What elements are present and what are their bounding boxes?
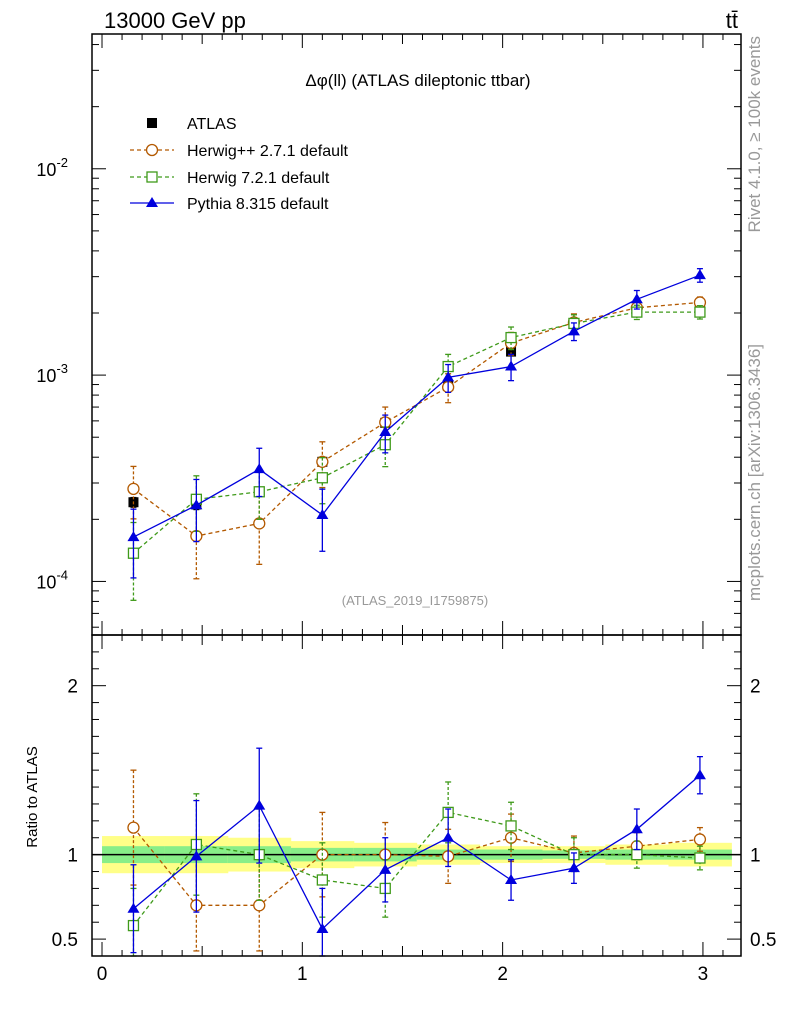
data-point-pythia-8-315-default <box>630 293 643 304</box>
plot-title: Δφ(ll) (ATLAS dileptonic ttbar) <box>305 71 530 90</box>
data-point-atlas <box>506 346 517 357</box>
xtick-label: 0 <box>97 964 108 985</box>
data-point-herwig-7-2-1-default <box>505 331 517 344</box>
side-label-top: Rivet 4.1.0, ≥ 100k events <box>745 36 764 232</box>
data-point-pythia-8-315-default <box>505 360 518 371</box>
analysis-label: (ATLAS_2019_I1759875) <box>342 593 488 608</box>
xtick-label: 3 <box>698 964 709 985</box>
ratio-point-herwig-2-7-1-default <box>253 899 266 912</box>
ratio-point-pythia-8-315-default <box>127 902 140 913</box>
ratio-ytick-label: 1 <box>67 846 78 867</box>
ratio-series <box>127 747 707 957</box>
legend-marker-herwigpp <box>145 143 159 157</box>
data-point-pythia-8-315-default <box>127 531 140 542</box>
ratio-point-pythia-8-315-default <box>567 862 580 873</box>
main-series <box>127 268 707 601</box>
legend-entry-atlas: ATLAS <box>147 116 237 133</box>
ratio-point-herwig-2-7-1-default <box>127 821 140 834</box>
legend-label-herwig7: Herwig 7.2.1 default <box>187 170 330 187</box>
header-left: 13000 GeV pp <box>104 8 246 33</box>
ratio-panel-frame <box>91 634 742 957</box>
ratio-ytick-label-right: 0.5 <box>750 930 776 951</box>
legend-marker-pythia <box>146 197 158 207</box>
ratio-point-herwig-7-2-1-default <box>316 874 329 886</box>
series-line-herwig-7-2-1-default <box>133 311 700 554</box>
data-point-pythia-8-315-default <box>442 371 455 382</box>
ratio-point-herwig-7-2-1-default <box>505 820 517 832</box>
ratio-point-pythia-8-315-default <box>190 850 203 861</box>
legend-label-herwigpp: Herwig++ 2.7.1 default <box>187 143 349 160</box>
data-point-herwig-2-7-1-default <box>316 455 329 468</box>
ratio-point-pythia-8-315-default <box>442 831 455 842</box>
ratio-point-pythia-8-315-default <box>253 799 266 810</box>
ratio-line-herwig-2-7-1-default <box>132 827 701 906</box>
ratio-ytick-label-right: 2 <box>750 677 761 698</box>
legend: ATLAS Herwig++ 2.7.1 default Herwig 7.2.… <box>130 116 349 213</box>
side-label-bottom: mcplots.cern.ch [arXiv:1306.3436] <box>745 344 764 601</box>
data-point-pythia-8-315-default <box>253 463 266 474</box>
ratio-point-herwig-2-7-1-default <box>693 833 707 846</box>
ratio-point-pythia-8-315-default <box>693 769 706 780</box>
legend-label-pythia: Pythia 8.315 default <box>187 196 329 213</box>
main-ytick-label: 10-2 <box>36 155 68 180</box>
ratio-ytick-label: 0.5 <box>52 930 78 951</box>
legend-marker-herwig7 <box>146 171 158 183</box>
legend-marker-atlas <box>147 118 157 128</box>
ratio-ytick-label-right: 1 <box>750 846 761 867</box>
data-point-pythia-8-315-default <box>379 425 392 436</box>
series-line-herwig-2-7-1-default <box>133 301 700 537</box>
legend-entry-pythia: Pythia 8.315 default <box>130 196 329 213</box>
legend-entry-herwigpp: Herwig++ 2.7.1 default <box>130 143 349 160</box>
xtick-label: 1 <box>297 964 308 985</box>
legend-entry-herwig7: Herwig 7.2.1 default <box>130 170 330 187</box>
ratio-ytick-label: 2 <box>67 677 78 698</box>
data-point-herwig-7-2-1-default <box>316 472 329 484</box>
xtick-label: 2 <box>497 964 508 985</box>
ratio-point-pythia-8-315-default <box>316 922 329 933</box>
data-point-pythia-8-315-default <box>567 325 580 336</box>
data-point-herwig-7-2-1-default <box>694 306 706 318</box>
main-ytick-label: 10-3 <box>36 361 68 386</box>
ratio-line-pythia-8-315-default <box>133 774 701 931</box>
ratio-point-herwig-7-2-1-default <box>694 852 706 864</box>
data-point-herwig-2-7-1-default <box>127 482 140 495</box>
ratio-point-pythia-8-315-default <box>379 863 392 874</box>
ratio-point-herwig-7-2-1-default <box>631 848 643 861</box>
ratio-point-pythia-8-315-default <box>505 873 518 884</box>
data-point-pythia-8-315-default <box>316 508 329 519</box>
header-right: tt̄ <box>726 8 738 33</box>
main-ytick-label: 10-4 <box>36 567 68 592</box>
data-point-pythia-8-315-default <box>190 499 203 510</box>
ratio-ylabel: Ratio to ATLAS <box>24 746 41 847</box>
ratio-line-herwig-7-2-1-default <box>132 811 700 926</box>
data-point-pythia-8-315-default <box>693 269 706 280</box>
series-line-pythia-8-315-default <box>133 274 701 538</box>
ratio-point-pythia-8-315-default <box>630 823 643 834</box>
legend-label-atlas: ATLAS <box>187 116 237 133</box>
